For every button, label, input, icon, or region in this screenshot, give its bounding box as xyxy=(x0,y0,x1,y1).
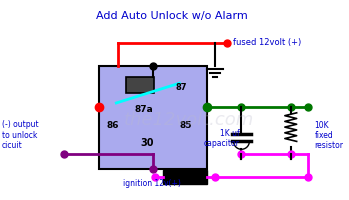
Text: 86: 86 xyxy=(106,121,119,130)
Text: fused 12volt (+): fused 12volt (+) xyxy=(232,38,301,47)
Text: Add Auto Unlock w/o Alarm: Add Auto Unlock w/o Alarm xyxy=(96,11,248,21)
Bar xyxy=(98,66,207,169)
Bar xyxy=(126,77,154,93)
Text: 10K
fixed
resistor: 10K fixed resistor xyxy=(314,121,343,150)
Text: 87a: 87a xyxy=(134,105,153,114)
Text: 85: 85 xyxy=(179,121,192,130)
Text: 1K uf
capacitor: 1K uf capacitor xyxy=(203,129,239,148)
Text: 30: 30 xyxy=(140,138,154,148)
Text: the12volt.com: the12volt.com xyxy=(124,111,254,129)
Text: (-) output
to unlock
cicuit: (-) output to unlock cicuit xyxy=(2,120,39,150)
Text: 87: 87 xyxy=(176,83,187,92)
Bar xyxy=(163,170,207,184)
Text: ignition 12v(+): ignition 12v(+) xyxy=(123,179,181,188)
